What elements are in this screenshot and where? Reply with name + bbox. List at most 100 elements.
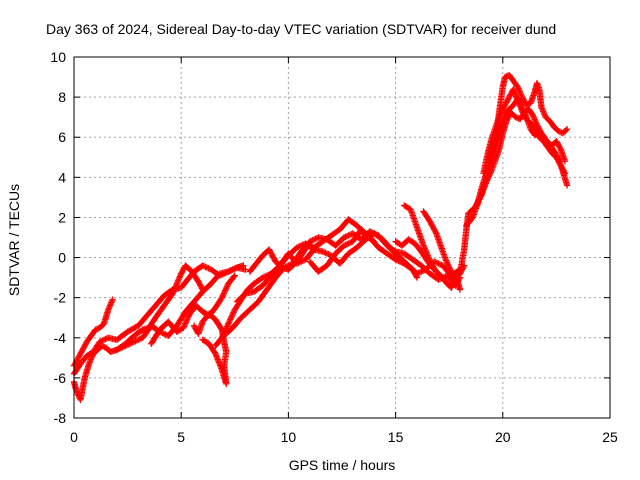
data-point: [220, 291, 227, 299]
data-point: [310, 236, 318, 243]
data-point: [319, 248, 326, 255]
data-point: [226, 317, 233, 325]
data-point: [320, 249, 328, 256]
data-point: [224, 321, 231, 329]
data-point: [125, 341, 132, 348]
data-point: [97, 337, 105, 345]
data-point: [422, 248, 430, 255]
data-point: [398, 259, 405, 266]
data-point: [174, 278, 181, 286]
data-point: [514, 83, 522, 91]
data-point: [340, 242, 348, 249]
data-point: [203, 264, 211, 271]
data-point: [221, 287, 229, 294]
data-point: [540, 108, 547, 115]
data-point: [73, 388, 80, 395]
data-point: [108, 297, 116, 305]
data-point: [345, 232, 352, 239]
data-point: [182, 320, 189, 327]
y-tick-label: -2: [54, 290, 67, 306]
data-point: [420, 242, 427, 249]
data-point: [418, 268, 425, 275]
data-point: [323, 250, 331, 257]
data-point: [176, 273, 184, 280]
data-point: [563, 182, 571, 189]
data-point: [219, 293, 226, 300]
data-point: [515, 86, 523, 94]
data-point: [117, 344, 125, 352]
data-point: [540, 109, 548, 117]
data-point: [524, 101, 532, 108]
data-point: [366, 228, 374, 235]
data-point: [99, 337, 106, 344]
data-point: [424, 252, 431, 259]
data-point: [96, 338, 103, 345]
data-point: [116, 345, 123, 352]
data-point: [219, 333, 226, 340]
data-point: [343, 240, 351, 248]
x-tick-label: 5: [177, 429, 185, 445]
data-point: [426, 256, 433, 264]
y-axis-title: SDTVAR / TECUs: [6, 184, 22, 296]
data-point: [122, 342, 129, 349]
data-point: [226, 267, 233, 275]
data-point: [421, 245, 428, 252]
data-point: [413, 273, 420, 280]
data-point: [218, 294, 226, 301]
data-point: [419, 267, 426, 275]
data-point: [180, 324, 187, 331]
data-point: [529, 111, 537, 119]
data-point: [177, 271, 184, 279]
data-point: [225, 268, 232, 275]
data-point: [533, 120, 540, 127]
data-point: [92, 326, 99, 333]
data-point: [180, 323, 188, 330]
data-point: [126, 340, 133, 347]
data-point: [530, 113, 537, 120]
data-point: [346, 239, 354, 247]
x-tick-label: 15: [388, 429, 404, 445]
data-point: [106, 302, 114, 309]
data-point: [228, 267, 235, 274]
data-point: [501, 73, 509, 81]
data-point: [105, 306, 112, 313]
y-tick-labels: -8 -6 -4 -2 0 2 4 6 8 10: [50, 49, 66, 426]
data-point: [221, 288, 228, 296]
data-point: [530, 114, 538, 122]
data-point: [113, 346, 121, 354]
data-point: [176, 274, 183, 282]
data-point: [345, 240, 352, 247]
data-point: [135, 336, 142, 343]
data-point: [299, 257, 306, 265]
data-point: [343, 232, 351, 240]
data-point: [229, 266, 236, 273]
data-point: [308, 237, 315, 245]
y-tick-label: 10: [50, 49, 66, 65]
data-point: [160, 330, 168, 337]
data-point: [561, 170, 569, 177]
data-point: [445, 262, 452, 270]
data-point: [220, 331, 227, 339]
data-point: [260, 273, 268, 281]
data-point: [544, 140, 552, 147]
data-point: [202, 263, 209, 271]
data-point: [435, 260, 442, 267]
data-point: [340, 234, 348, 241]
data-point: [393, 257, 401, 264]
data-point: [127, 339, 135, 347]
data-point: [120, 343, 128, 350]
y-tick-label: 8: [58, 89, 66, 105]
data-point: [422, 246, 429, 254]
data-point: [100, 343, 107, 350]
data-point: [115, 345, 122, 353]
data-point: [432, 228, 439, 236]
y-tick-label: 0: [58, 250, 66, 266]
plot-frame: [73, 56, 611, 419]
data-point: [427, 259, 435, 266]
data-point: [295, 259, 302, 267]
data-point: [230, 265, 238, 273]
x-tick-label: 0: [70, 429, 78, 445]
y-tick-label: -6: [54, 370, 67, 386]
data-point: [531, 116, 538, 123]
